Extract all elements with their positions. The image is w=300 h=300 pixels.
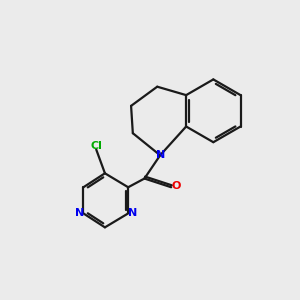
Text: O: O bbox=[172, 181, 181, 191]
Text: Cl: Cl bbox=[90, 141, 102, 151]
Text: N: N bbox=[128, 208, 137, 218]
Text: N: N bbox=[75, 208, 84, 218]
Text: N: N bbox=[155, 150, 165, 160]
